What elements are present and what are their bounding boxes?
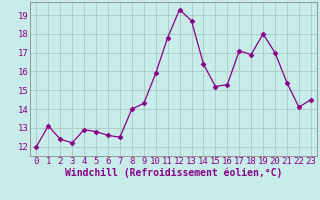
X-axis label: Windchill (Refroidissement éolien,°C): Windchill (Refroidissement éolien,°C) (65, 168, 282, 178)
